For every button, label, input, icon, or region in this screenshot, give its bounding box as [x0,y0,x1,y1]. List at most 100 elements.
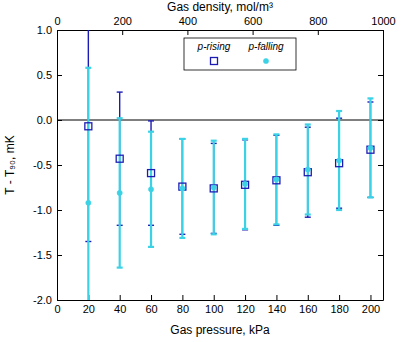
tick-mark [57,165,62,166]
tick [378,255,383,256]
tick-mark [370,295,371,300]
tick-label: 0.5 [37,69,52,81]
tick-label: 0 [54,15,60,27]
error-bar [117,118,123,267]
tick: -1.5 [33,249,62,261]
tick-mark [57,30,62,31]
tick: 400 [179,15,197,35]
tick-mark [378,210,383,211]
tick-mark [151,295,152,300]
tick-label: 20 [83,303,95,315]
tick: 180 [330,295,348,315]
chart: 0 20 40 60 80 100 120 140 160 180 200 0 200 400 600 800… [0,0,401,342]
tick-label: 100 [205,303,223,315]
tick-label: 160 [299,303,317,315]
tick-mark [253,30,254,35]
point [117,190,122,195]
tick-mark [182,295,183,300]
point [180,186,185,191]
y-axis-title: T - T₉₀, mK [3,135,17,194]
point [242,181,249,188]
tick: -1.0 [33,204,62,216]
tick-label: 0.0 [37,114,52,126]
tick-mark [57,210,62,211]
point [116,155,123,162]
error-bar [273,134,279,224]
plot-area [85,30,374,300]
tick-label: 200 [114,15,132,27]
tick-label: -0.5 [33,159,52,171]
zero-line [57,119,383,120]
tick-label: 60 [145,303,157,315]
tick: -2.0 [33,294,62,306]
y-axis-right [378,31,384,301]
legend-marker [263,58,268,63]
tick: 140 [268,295,286,315]
point [305,167,310,172]
error-bar [242,139,248,229]
point [368,145,373,150]
legend-label: p-falling [247,41,283,52]
tick: 1.0 [37,24,62,36]
axis-line [58,300,384,301]
y-axis: -2.0 -1.5 -1.0 -0.5 0.0 0.5 1.0 [33,24,62,306]
x2-axis-title: Gas density, mol/m³ [167,0,273,14]
tick-mark [378,30,383,31]
tick: 0.5 [37,69,62,81]
tick-mark [187,30,188,35]
point [86,200,91,205]
point [242,181,247,186]
x-axis-title: Gas pressure, kPa [170,323,270,337]
tick: 600 [244,15,262,35]
tick: 200 [114,15,132,35]
tick-label: 80 [177,303,189,315]
error-bar [179,139,185,238]
tick-mark [318,30,319,35]
tick-label: 1.0 [37,24,52,36]
point [85,123,92,130]
tick-label: 180 [330,303,348,315]
error-bar [305,125,311,215]
tick-mark [378,255,383,256]
tick: 160 [299,295,317,315]
point [148,170,155,177]
tick-label: -1.5 [33,249,52,261]
tick: 100 [205,295,223,315]
error-bar [242,140,248,230]
tick: 800 [309,15,327,35]
tick-label: 140 [268,303,286,315]
tick-mark [57,300,62,301]
error-bar [211,141,217,235]
tick: -0.5 [33,159,62,171]
tick-mark [378,300,383,301]
error-bars [85,68,373,300]
point [273,177,280,184]
markers [85,123,374,192]
error-bar [148,132,154,247]
tick-label: -1.0 [33,204,52,216]
point [274,177,279,182]
tick [378,300,383,301]
tick-label: 120 [236,303,254,315]
tick-label: 40 [114,303,126,315]
tick-label: -2.0 [33,294,52,306]
tick-label: 600 [244,15,262,27]
tick-mark [122,30,123,35]
tick: 200 [362,295,380,315]
tick-label: 800 [309,15,327,27]
tick [378,30,383,31]
tick-mark [308,295,309,300]
tick-mark [245,295,246,300]
tick-mark [214,295,215,300]
tick-mark [276,295,277,300]
tick: 60 [145,295,157,315]
tick-label: 0 [54,303,60,315]
tick-mark [339,295,340,300]
tick-mark [57,75,62,76]
error-bar [367,98,373,197]
tick-mark [57,255,62,256]
x2-axis: 02004006008001000 [54,15,395,35]
tick: 120 [236,295,254,315]
tick-mark [378,75,383,76]
error-bar [85,68,91,300]
